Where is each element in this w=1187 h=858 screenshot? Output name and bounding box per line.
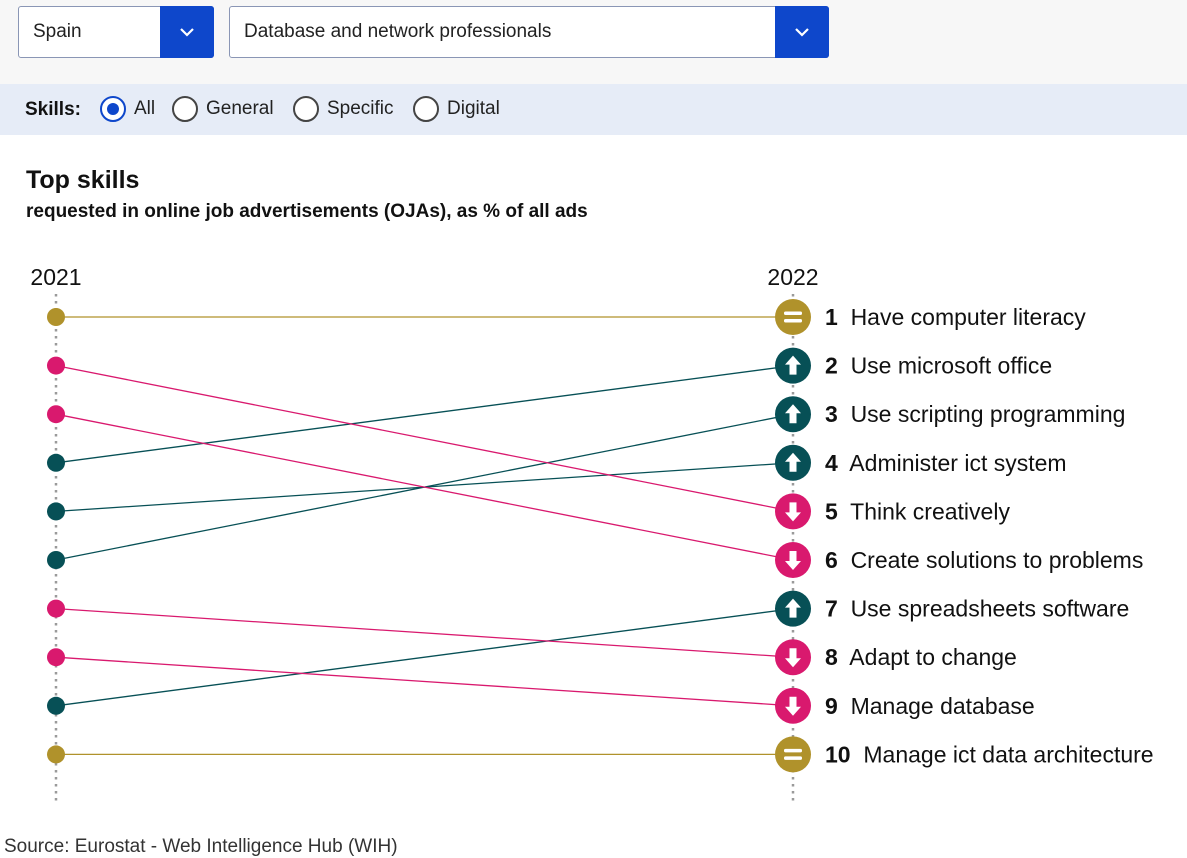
end-marker <box>775 299 811 335</box>
arrow-down-icon <box>785 648 801 668</box>
skill-label: 1 Have computer literacy <box>825 304 1086 330</box>
skill-label: 6 Create solutions to problems <box>825 547 1143 573</box>
country-select-value: Spain <box>33 21 82 42</box>
skills-filter-bar: Skills: All General Specific Digital <box>0 84 1187 135</box>
arrow-up-icon <box>785 404 801 424</box>
skill-name: Manage ict data architecture <box>851 741 1154 767</box>
radio-unchecked-icon <box>413 96 439 122</box>
equals-icon <box>784 319 802 323</box>
skill-name: Think creatively <box>838 498 1011 524</box>
skill-name: Adapt to change <box>838 644 1017 670</box>
start-point <box>47 745 65 764</box>
chevron-down-icon <box>180 28 194 37</box>
skill-label: 8 Adapt to change <box>825 644 1017 670</box>
slope-line <box>55 656 794 707</box>
skill-name: Create solutions to problems <box>838 547 1144 573</box>
country-select[interactable]: Spain <box>18 6 214 58</box>
start-point <box>47 308 65 326</box>
skill-name: Administer ict system <box>838 450 1067 476</box>
arrow-up-icon <box>785 598 801 618</box>
radio-unchecked-icon <box>172 96 198 122</box>
skill-name: Have computer literacy <box>838 304 1086 330</box>
arrow-down-icon <box>785 551 801 570</box>
skill-rank: 3 <box>825 401 838 427</box>
skill-label: 9 Manage database <box>825 693 1035 719</box>
skill-rank: 5 <box>825 498 838 524</box>
skill-name: Use microsoft office <box>838 353 1052 379</box>
skill-name: Use scripting programming <box>838 401 1126 427</box>
skills-filter-label: Skills: <box>25 99 81 120</box>
skill-rank: 4 <box>825 450 838 476</box>
year-label-start: 2021 <box>30 264 81 290</box>
start-point <box>47 648 65 667</box>
chart-subtitle: requested in online job advertisements (… <box>26 201 588 222</box>
skill-rank: 6 <box>825 547 838 573</box>
end-marker <box>775 736 811 773</box>
start-point <box>47 405 65 424</box>
skill-label: 5 Think creatively <box>825 498 1010 524</box>
skills-radio-specific-label: Specific <box>327 98 394 119</box>
slope-line <box>55 607 794 658</box>
chevron-down-icon <box>795 28 809 37</box>
arrow-up-icon <box>785 355 801 375</box>
skills-radio-general-label: General <box>206 98 274 119</box>
start-point <box>47 502 65 521</box>
chart-title: Top skills <box>26 166 140 194</box>
start-point <box>47 453 65 472</box>
occupation-dropdown-button[interactable] <box>775 6 829 58</box>
skill-rank: 1 <box>825 304 838 330</box>
equals-icon <box>784 748 802 753</box>
occupation-select-value: Database and network professionals <box>244 21 552 42</box>
skill-rank: 2 <box>825 353 838 379</box>
skill-name: Use spreadsheets software <box>838 596 1129 622</box>
occupation-select[interactable]: Database and network professionals <box>229 6 829 58</box>
skill-label: 4 Administer ict system <box>825 450 1067 476</box>
skill-rank: 9 <box>825 693 838 719</box>
slope-line <box>55 607 794 707</box>
start-point <box>47 696 65 715</box>
start-point <box>47 551 65 569</box>
skill-rank: 10 <box>825 741 851 767</box>
arrow-down-icon <box>785 696 801 716</box>
skill-label: 2 Use microsoft office <box>825 353 1052 379</box>
skill-label: 7 Use spreadsheets software <box>825 596 1129 622</box>
equals-icon <box>784 756 802 760</box>
skill-rank: 7 <box>825 596 838 622</box>
skill-label: 3 Use scripting programming <box>825 401 1125 427</box>
year-label-end: 2022 <box>767 264 818 290</box>
skill-name: Manage database <box>838 693 1035 719</box>
slope-line <box>55 364 794 513</box>
arrow-up-icon <box>785 452 801 472</box>
skills-radio-all-label: All <box>134 98 156 119</box>
start-point <box>47 356 65 375</box>
slope-line <box>55 413 794 561</box>
source-note: Source: Eurostat - Web Intelligence Hub … <box>4 836 398 857</box>
arrow-down-icon <box>785 502 801 522</box>
slope-line <box>55 364 794 464</box>
skills-radio-digital-label: Digital <box>447 98 500 119</box>
radio-checked-icon <box>100 96 126 122</box>
radio-unchecked-icon <box>293 96 319 122</box>
start-point <box>47 599 65 618</box>
equals-icon <box>784 311 802 315</box>
skill-label: 10 Manage ict data architecture <box>825 741 1154 767</box>
country-dropdown-button[interactable] <box>160 6 214 58</box>
filter-bar: Spain Database and network professionals <box>0 0 1187 84</box>
skill-rank: 8 <box>825 644 838 670</box>
